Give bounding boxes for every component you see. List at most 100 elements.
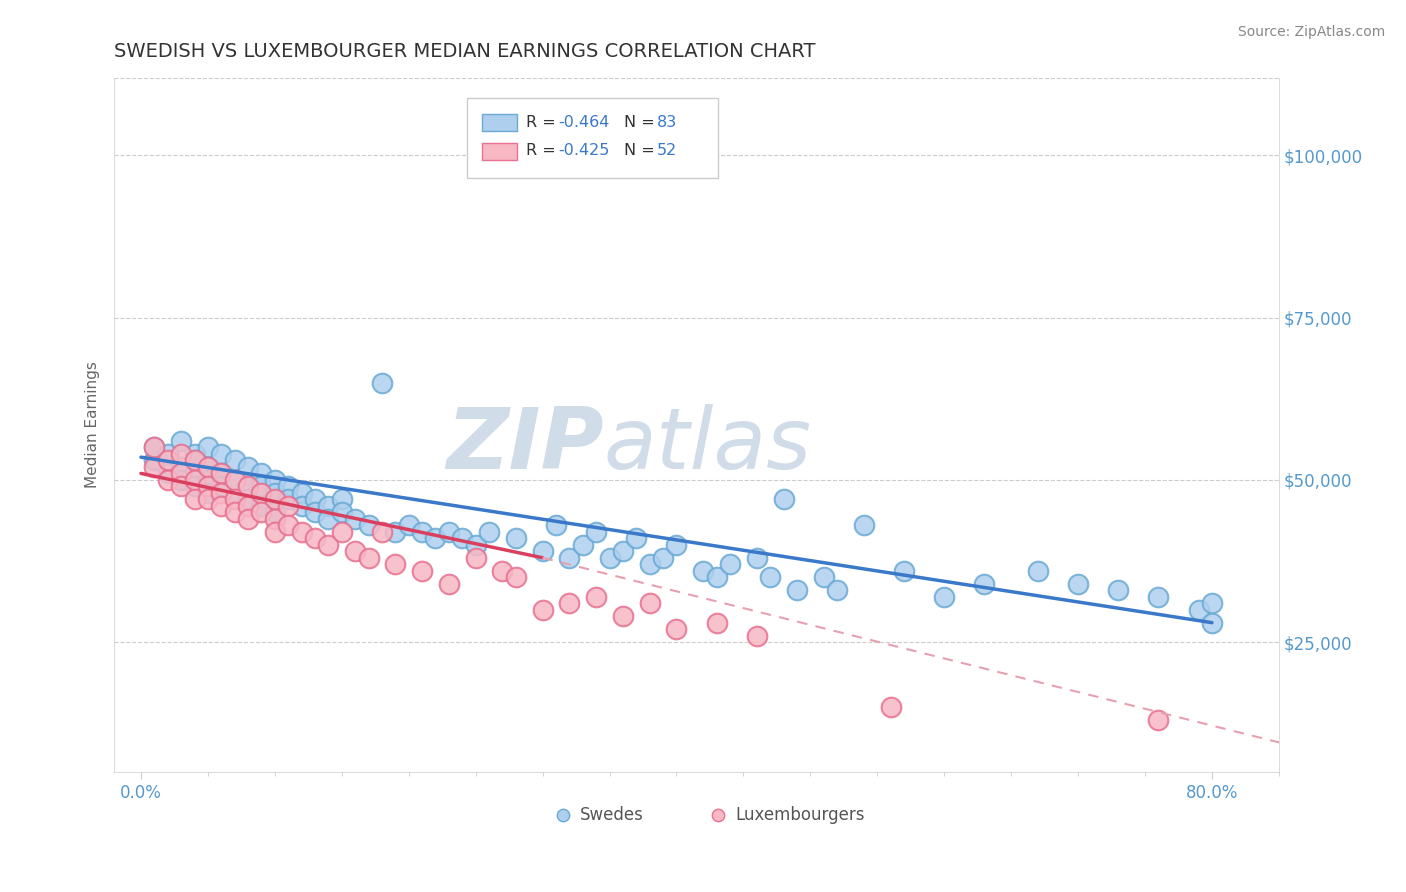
Point bbox=[425, 531, 447, 545]
FancyBboxPatch shape bbox=[467, 98, 717, 178]
Point bbox=[183, 479, 205, 493]
Point bbox=[665, 622, 688, 636]
Point bbox=[357, 518, 380, 533]
Point bbox=[745, 629, 768, 643]
Point bbox=[209, 486, 232, 500]
Point bbox=[344, 544, 367, 558]
Point bbox=[250, 505, 273, 519]
Point bbox=[156, 447, 179, 461]
Point bbox=[263, 492, 285, 507]
FancyBboxPatch shape bbox=[482, 143, 517, 160]
Text: ZIP: ZIP bbox=[446, 404, 603, 487]
Point bbox=[478, 524, 501, 539]
Point bbox=[344, 512, 367, 526]
Point bbox=[250, 479, 273, 493]
Point bbox=[263, 505, 285, 519]
Point bbox=[1147, 590, 1170, 604]
Point bbox=[330, 492, 353, 507]
Point bbox=[330, 524, 353, 539]
Point bbox=[156, 467, 179, 481]
Point bbox=[209, 447, 232, 461]
Point bbox=[209, 499, 232, 513]
Point bbox=[558, 596, 581, 610]
Point bbox=[1201, 596, 1223, 610]
FancyBboxPatch shape bbox=[482, 114, 517, 131]
Point bbox=[437, 524, 460, 539]
Point bbox=[183, 453, 205, 467]
Point bbox=[571, 538, 593, 552]
Point bbox=[398, 518, 420, 533]
Point bbox=[692, 564, 714, 578]
Point bbox=[318, 512, 340, 526]
Point bbox=[197, 441, 219, 455]
Point bbox=[250, 467, 273, 481]
Text: atlas: atlas bbox=[603, 404, 811, 487]
Point bbox=[236, 499, 259, 513]
Point bbox=[505, 531, 527, 545]
Point bbox=[772, 492, 794, 507]
Point bbox=[745, 550, 768, 565]
Point bbox=[411, 524, 433, 539]
Point bbox=[1147, 713, 1170, 727]
Point bbox=[505, 570, 527, 584]
Point bbox=[224, 453, 246, 467]
Text: Source: ZipAtlas.com: Source: ZipAtlas.com bbox=[1237, 25, 1385, 39]
Point bbox=[197, 492, 219, 507]
Point bbox=[531, 544, 554, 558]
Point bbox=[209, 467, 232, 481]
Point bbox=[197, 459, 219, 474]
Point bbox=[156, 473, 179, 487]
Point bbox=[143, 441, 166, 455]
Point bbox=[813, 570, 835, 584]
Point bbox=[304, 531, 326, 545]
Point bbox=[384, 524, 406, 539]
Point bbox=[263, 524, 285, 539]
Point bbox=[706, 615, 728, 630]
Text: N =: N = bbox=[624, 114, 661, 129]
Point bbox=[934, 590, 956, 604]
Point bbox=[183, 467, 205, 481]
Point bbox=[973, 576, 995, 591]
Point bbox=[183, 473, 205, 487]
Point bbox=[143, 459, 166, 474]
Point bbox=[277, 499, 299, 513]
Point bbox=[183, 447, 205, 461]
Point bbox=[371, 524, 394, 539]
Point bbox=[291, 524, 314, 539]
Point bbox=[558, 550, 581, 565]
Point bbox=[143, 441, 166, 455]
Point bbox=[197, 459, 219, 474]
Point bbox=[437, 576, 460, 591]
Point bbox=[652, 550, 675, 565]
Point bbox=[263, 512, 285, 526]
Point bbox=[250, 486, 273, 500]
Point bbox=[250, 499, 273, 513]
Point bbox=[224, 473, 246, 487]
Point bbox=[183, 453, 205, 467]
Point bbox=[585, 590, 607, 604]
Point bbox=[277, 479, 299, 493]
Point bbox=[236, 512, 259, 526]
Point bbox=[1107, 583, 1129, 598]
Point bbox=[612, 544, 634, 558]
Point bbox=[291, 486, 314, 500]
Point bbox=[531, 602, 554, 616]
Point bbox=[291, 499, 314, 513]
Point bbox=[371, 376, 394, 390]
Point bbox=[330, 505, 353, 519]
Point bbox=[825, 583, 848, 598]
Point bbox=[183, 492, 205, 507]
Point bbox=[277, 518, 299, 533]
Point bbox=[638, 596, 661, 610]
Point bbox=[236, 459, 259, 474]
Text: R =: R = bbox=[526, 114, 561, 129]
Text: -0.464: -0.464 bbox=[558, 114, 609, 129]
Point bbox=[852, 518, 875, 533]
Point bbox=[197, 486, 219, 500]
Point bbox=[1026, 564, 1049, 578]
Text: Luxembourgers: Luxembourgers bbox=[735, 806, 865, 824]
Point bbox=[706, 570, 728, 584]
Point bbox=[451, 531, 474, 545]
Text: Swedes: Swedes bbox=[581, 806, 644, 824]
Point bbox=[224, 473, 246, 487]
